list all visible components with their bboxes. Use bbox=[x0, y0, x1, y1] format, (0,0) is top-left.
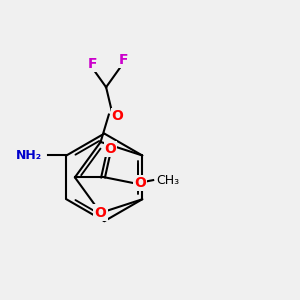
Text: O: O bbox=[95, 206, 106, 220]
Text: F: F bbox=[88, 57, 97, 71]
Text: F: F bbox=[119, 53, 128, 67]
Text: O: O bbox=[104, 142, 116, 156]
Text: CH₃: CH₃ bbox=[156, 174, 179, 187]
Text: O: O bbox=[112, 109, 123, 123]
Text: NH₂: NH₂ bbox=[16, 149, 42, 162]
Text: O: O bbox=[134, 176, 146, 190]
